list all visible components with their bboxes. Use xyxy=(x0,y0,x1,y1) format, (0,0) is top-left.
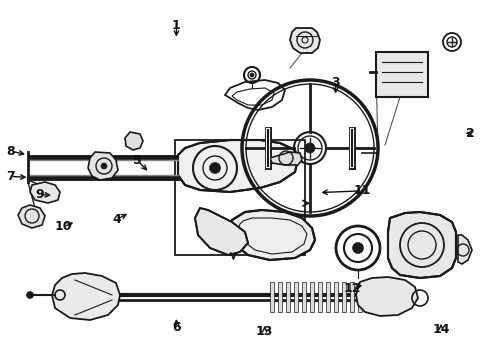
Polygon shape xyxy=(30,182,60,203)
Polygon shape xyxy=(52,273,120,320)
Polygon shape xyxy=(318,282,322,312)
Polygon shape xyxy=(18,205,45,228)
Polygon shape xyxy=(358,282,362,312)
Polygon shape xyxy=(388,212,456,278)
Polygon shape xyxy=(350,282,354,312)
Circle shape xyxy=(27,292,33,298)
Polygon shape xyxy=(458,235,472,264)
Circle shape xyxy=(101,163,107,169)
Bar xyxy=(175,140,305,255)
Polygon shape xyxy=(195,208,248,255)
Polygon shape xyxy=(228,210,315,260)
Text: 6: 6 xyxy=(172,321,181,334)
Circle shape xyxy=(210,163,220,173)
Text: 3: 3 xyxy=(331,76,340,89)
Polygon shape xyxy=(290,28,320,53)
Text: 12: 12 xyxy=(344,282,362,294)
Polygon shape xyxy=(326,282,330,312)
Polygon shape xyxy=(178,140,298,192)
Text: 1: 1 xyxy=(172,19,181,32)
Text: 8: 8 xyxy=(6,145,15,158)
Polygon shape xyxy=(270,282,274,312)
Polygon shape xyxy=(356,277,418,316)
Circle shape xyxy=(250,73,254,77)
Polygon shape xyxy=(342,282,346,312)
Text: 10: 10 xyxy=(55,220,73,233)
Polygon shape xyxy=(310,282,314,312)
Polygon shape xyxy=(286,282,290,312)
Polygon shape xyxy=(88,152,118,180)
Polygon shape xyxy=(270,152,302,165)
Text: 5: 5 xyxy=(133,154,142,167)
Circle shape xyxy=(305,143,315,153)
Text: 4: 4 xyxy=(112,213,121,226)
Polygon shape xyxy=(294,282,298,312)
Polygon shape xyxy=(334,282,338,312)
Text: 2: 2 xyxy=(466,127,475,140)
Text: 11: 11 xyxy=(354,184,371,197)
Polygon shape xyxy=(278,282,282,312)
Bar xyxy=(376,52,428,97)
Polygon shape xyxy=(302,282,306,312)
Text: 9: 9 xyxy=(35,188,44,201)
Text: 7: 7 xyxy=(6,170,15,183)
Text: 13: 13 xyxy=(256,325,273,338)
Polygon shape xyxy=(125,132,143,150)
Circle shape xyxy=(353,243,363,253)
Text: 14: 14 xyxy=(432,323,450,336)
